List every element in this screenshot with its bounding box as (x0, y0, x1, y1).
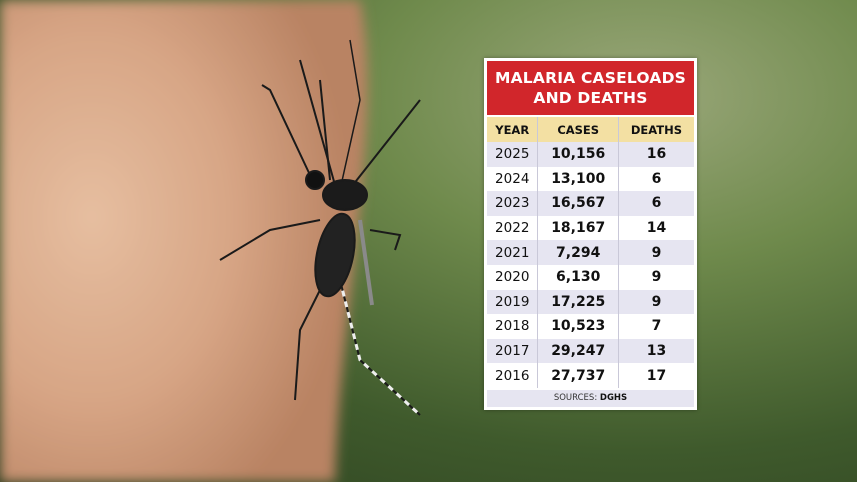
table-row: 2017 29,247 13 (487, 338, 694, 364)
table-row: 2020 6,130 9 (487, 264, 694, 290)
table-row: 2016 27,737 17 (487, 363, 694, 388)
value-cell: 9 (617, 289, 694, 315)
table-row: 2024 13,100 6 (487, 166, 694, 192)
table-row: 2019 17,225 9 (487, 289, 694, 315)
table-row: 2022 18,167 14 (487, 215, 694, 241)
table-title: MALARIA CASELOADS AND DEATHS (487, 61, 694, 115)
year-cell: 2022 (495, 220, 530, 237)
column-header: CASES (537, 117, 619, 142)
year-cell: 2020 (495, 269, 530, 286)
value-cell: 6 (617, 166, 694, 192)
table-row: 2021 7,294 9 (487, 240, 694, 265)
value-cell: 16,567 (537, 191, 619, 216)
mosquito (219, 39, 422, 417)
source-note: SOURCES: DGHS (487, 390, 694, 407)
header-row: YEAR CASES DEATHS (487, 117, 694, 142)
year-cell: 2024 (495, 170, 530, 187)
year-cell: 2018 (495, 318, 530, 335)
table-row: 2023 16,567 6 (487, 191, 694, 216)
year-cell: 2021 (487, 240, 538, 265)
source-name: DGHS (599, 393, 628, 403)
year-cell: 2023 (487, 191, 538, 216)
value-cell: 18,167 (537, 215, 619, 241)
value-cell: 9 (617, 264, 694, 290)
value-cell: 7 (617, 314, 694, 339)
year-cell: 2016 (495, 367, 530, 384)
title-line: AND DEATHS (533, 89, 648, 107)
skin (0, 0, 368, 482)
value-cell: 9 (617, 240, 694, 265)
year-cell: 2019 (487, 289, 538, 315)
value-cell: 13 (617, 338, 694, 364)
value-cell: 27,737 (537, 363, 619, 388)
value-cell: 16 (617, 142, 694, 167)
year-cell: 2017 (487, 338, 538, 364)
value-cell: 6,130 (537, 264, 619, 290)
source-label: SOURCES: (553, 393, 598, 403)
value-cell: 17,225 (537, 289, 619, 315)
value-cell: 29,247 (537, 338, 619, 364)
value-cell: 10,156 (537, 142, 619, 167)
title-line: MALARIA CASELOADS (494, 69, 687, 87)
value-cell: 17 (617, 363, 694, 388)
column-header: DEATHS (617, 117, 694, 142)
value-cell: 7,294 (537, 240, 619, 265)
year-cell: 2025 (487, 142, 538, 167)
value-cell: 6 (617, 191, 694, 216)
column-header: YEAR (487, 117, 538, 142)
value-cell: 13,100 (537, 166, 619, 192)
table-row: 2025 10,156 16 (487, 142, 694, 167)
value-cell: 10,523 (537, 314, 619, 339)
data-table: YEAR CASES DEATHS 2025 10,156 16 2024 13,100 6 2… (487, 117, 694, 388)
value-cell: 14 (617, 215, 694, 241)
infographic-card: MALARIA CASELOADS AND DEATHS YEAR CASES DE… (484, 58, 697, 410)
table-row: 2018 10,523 7 (487, 314, 694, 339)
